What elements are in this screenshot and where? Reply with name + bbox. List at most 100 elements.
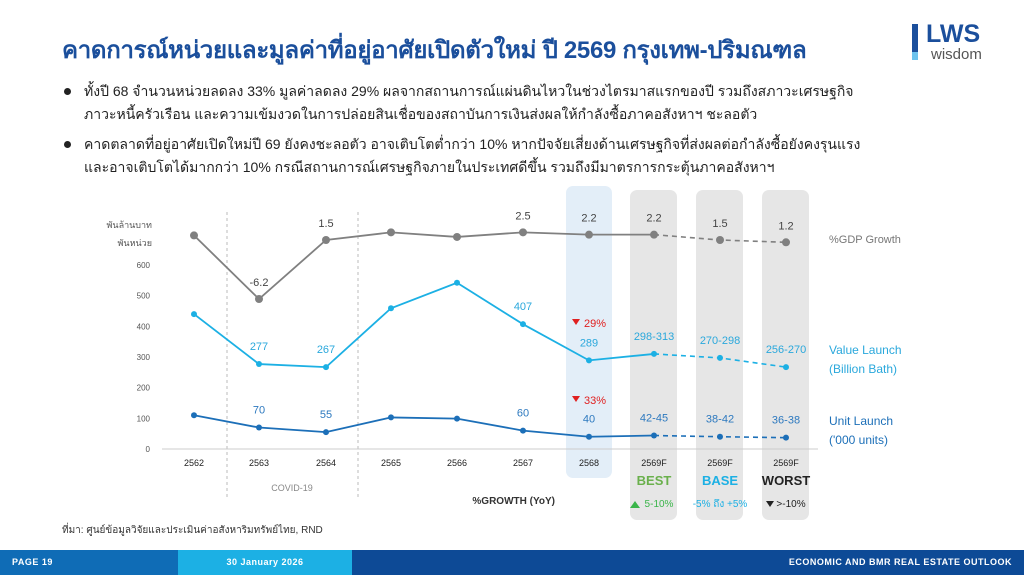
data-label: 55 [320, 409, 332, 421]
scenario-growth: 5-10% [645, 499, 674, 510]
logo-bar-icon [912, 24, 918, 52]
data-point [190, 231, 198, 240]
data-point [651, 350, 657, 357]
data-point [454, 415, 460, 422]
data-label: 2.2 [581, 213, 596, 225]
x-tick-label: 2567 [513, 458, 533, 468]
growth-header: %GROWTH (YoY) [472, 496, 555, 507]
data-point [323, 364, 329, 371]
y-tick-label: 0 [146, 445, 151, 454]
data-point [256, 424, 262, 431]
legend-value-unit: (Billion Bath) [829, 362, 897, 376]
x-tick-label: 2566 [447, 458, 467, 468]
data-point [586, 357, 592, 364]
scenario-growth: -5% ถึง +5% [693, 498, 748, 510]
legend-gdp: %GDP Growth [829, 234, 901, 246]
triangle-down-icon [572, 319, 580, 325]
data-label: 289 [580, 337, 598, 349]
data-label: 1.5 [712, 218, 727, 230]
data-point [520, 321, 526, 328]
y-tick-label: 300 [137, 353, 151, 362]
x-tick-label: 2564 [316, 458, 336, 468]
source-note: ที่มา: ศูนย์ข้อมูลวิจัยและประเมินค่าอสัง… [62, 525, 323, 536]
data-label: 1.2 [778, 220, 793, 232]
x-tick-label: 2569F [773, 458, 799, 468]
scenario-label: BEST [637, 473, 672, 488]
data-point [387, 228, 395, 237]
legend-unit: Unit Launch [829, 414, 893, 428]
data-point [191, 412, 197, 419]
y-tick-label: 100 [137, 414, 151, 423]
y-tick-label: 200 [137, 384, 151, 393]
scenario-growth: >-10% [776, 499, 805, 510]
logo-sub-text: wisdom [931, 46, 982, 63]
data-label: 38-42 [706, 414, 734, 426]
x-tick-label: 2569F [641, 458, 667, 468]
series-line-actual [193, 231, 654, 301]
data-point [255, 294, 263, 303]
data-point [783, 434, 789, 441]
data-point [783, 364, 789, 371]
bullet-item: ทั้งปี 68 จำนวนหน่วยลดลง 33% มูลค่าลดลง … [62, 80, 862, 126]
logo-main-text: LWS [926, 20, 981, 48]
data-label: 277 [250, 341, 268, 353]
data-point [388, 305, 394, 312]
data-point [453, 232, 461, 241]
data-label: 270-298 [700, 335, 740, 347]
data-point [716, 236, 724, 245]
data-point [322, 236, 330, 245]
data-point [191, 311, 197, 318]
data-label: -6.2 [250, 277, 269, 289]
legend-value: Value Launch [829, 343, 902, 357]
data-label: 1.5 [318, 218, 333, 230]
data-point [323, 429, 329, 436]
data-point [650, 230, 658, 239]
y-tick-label: 500 [137, 292, 151, 301]
decline-label: 33% [584, 395, 606, 407]
bullet-item: คาดตลาดที่อยู่อาศัยเปิดใหม่ปี 69 ยังคงชะ… [62, 133, 862, 179]
data-point [520, 427, 526, 434]
data-label: 60 [517, 408, 529, 420]
data-point [388, 414, 394, 421]
data-point [651, 432, 657, 439]
triangle-down-icon [572, 396, 580, 402]
scenario-label: WORST [762, 473, 810, 488]
summary-bullets: ทั้งปี 68 จำนวนหน่วยลดลง 33% มูลค่าลดลง … [62, 80, 862, 186]
data-point [519, 228, 527, 237]
x-tick-label: 2565 [381, 458, 401, 468]
footer-date: 30 January 2026 [178, 550, 352, 575]
y-unit-label: พันหน่วย [118, 238, 153, 248]
x-tick-label: 2569F [707, 458, 733, 468]
data-label: 298-313 [634, 331, 674, 343]
series-line-actual [193, 414, 655, 438]
series-line-actual [193, 281, 655, 369]
data-label: 267 [317, 344, 335, 356]
y-tick-label: 400 [137, 322, 151, 331]
triangle-up-icon [630, 501, 640, 508]
data-label: 40 [583, 414, 595, 426]
data-point [782, 238, 790, 247]
logo-bar-accent-icon [912, 52, 918, 60]
page-number: PAGE 19 [0, 550, 178, 575]
y-unit-label: พันล้านบาท [106, 220, 152, 230]
data-label: 256-270 [766, 344, 806, 356]
data-point [717, 354, 723, 361]
data-point [586, 433, 592, 440]
lws-logo: LWS wisdom [912, 20, 1002, 64]
highlight-2568 [566, 186, 612, 478]
data-label: 2.2 [646, 213, 661, 225]
legend-unit-unit: ('000 units) [829, 433, 888, 447]
covid-label: COVID-19 [271, 483, 313, 493]
data-point [717, 433, 723, 440]
data-label: 42-45 [640, 413, 668, 425]
footer: PAGE 19 30 January 2026 ECONOMIC AND BMR… [0, 550, 1024, 575]
x-tick-label: 2562 [184, 458, 204, 468]
data-point [585, 230, 593, 239]
page-title: คาดการณ์หน่วยและมูลค่าที่อยู่อาศัยเปิดตั… [62, 37, 807, 64]
data-point [454, 279, 460, 286]
data-label: 70 [253, 405, 265, 417]
x-tick-label: 2563 [249, 458, 269, 468]
data-point [256, 361, 262, 368]
triangle-down-icon [766, 501, 774, 507]
